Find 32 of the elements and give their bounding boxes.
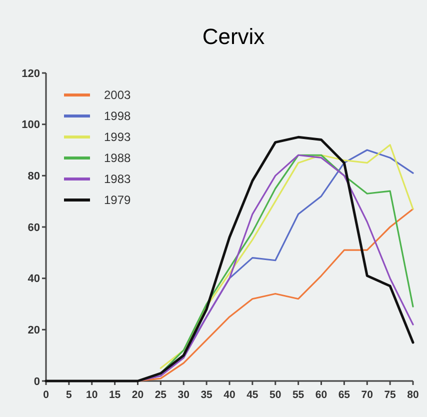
- x-tick-label: 25: [154, 389, 167, 401]
- y-tick-label: 80: [28, 170, 40, 183]
- legend-label: 1993: [104, 130, 132, 144]
- x-tick-label: 5: [66, 389, 72, 401]
- x-tick-label: 30: [178, 389, 190, 401]
- x-tick-label: 60: [315, 389, 328, 401]
- x-tick-label: 0: [43, 389, 50, 401]
- x-tick-label: 70: [361, 389, 374, 401]
- legend-label: 1983: [104, 172, 132, 186]
- x-tick-label: 75: [384, 389, 396, 401]
- y-tick-label: 0: [34, 376, 40, 388]
- chart-title: Cervix: [202, 24, 265, 49]
- legend-label: 1988: [104, 151, 132, 166]
- legend-label: 1998: [104, 109, 132, 124]
- x-tick-label: 55: [292, 389, 304, 401]
- y-tick-label: 120: [22, 68, 40, 80]
- x-tick-label: 10: [86, 389, 98, 401]
- x-tick-label: 50: [270, 389, 282, 401]
- x-tick-label: 15: [108, 389, 121, 401]
- x-tick-label: 35: [200, 389, 213, 401]
- legend-label: 1979: [104, 193, 132, 208]
- x-tick-label: 65: [338, 389, 350, 401]
- y-tick-label: 60: [28, 222, 40, 234]
- y-tick-label: 20: [28, 324, 40, 337]
- x-tick-label: 45: [246, 389, 258, 401]
- legend-label: 2003: [104, 88, 132, 102]
- x-tick-label: 40: [224, 389, 236, 401]
- x-tick-label: 20: [132, 389, 144, 401]
- y-tick-label: 40: [28, 273, 40, 286]
- x-tick-label: 80: [407, 389, 419, 401]
- y-tick-label: 100: [22, 119, 40, 132]
- line-series: [160, 144, 414, 369]
